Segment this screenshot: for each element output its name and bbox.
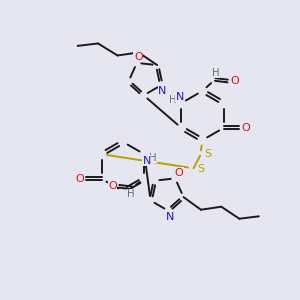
Text: O: O [241, 123, 250, 133]
Text: H: H [149, 153, 157, 163]
Text: O: O [230, 76, 239, 86]
Text: N: N [176, 92, 184, 102]
Text: O: O [108, 181, 117, 191]
Text: H: H [169, 95, 176, 105]
Text: N: N [158, 86, 166, 96]
Text: O: O [76, 174, 85, 184]
Text: O: O [174, 168, 183, 178]
Text: O: O [134, 52, 143, 62]
Text: H: H [128, 189, 135, 200]
Text: H: H [212, 68, 220, 78]
Text: S: S [204, 149, 211, 159]
Text: N: N [142, 156, 151, 166]
Text: S: S [197, 164, 205, 174]
Text: N: N [166, 212, 174, 222]
